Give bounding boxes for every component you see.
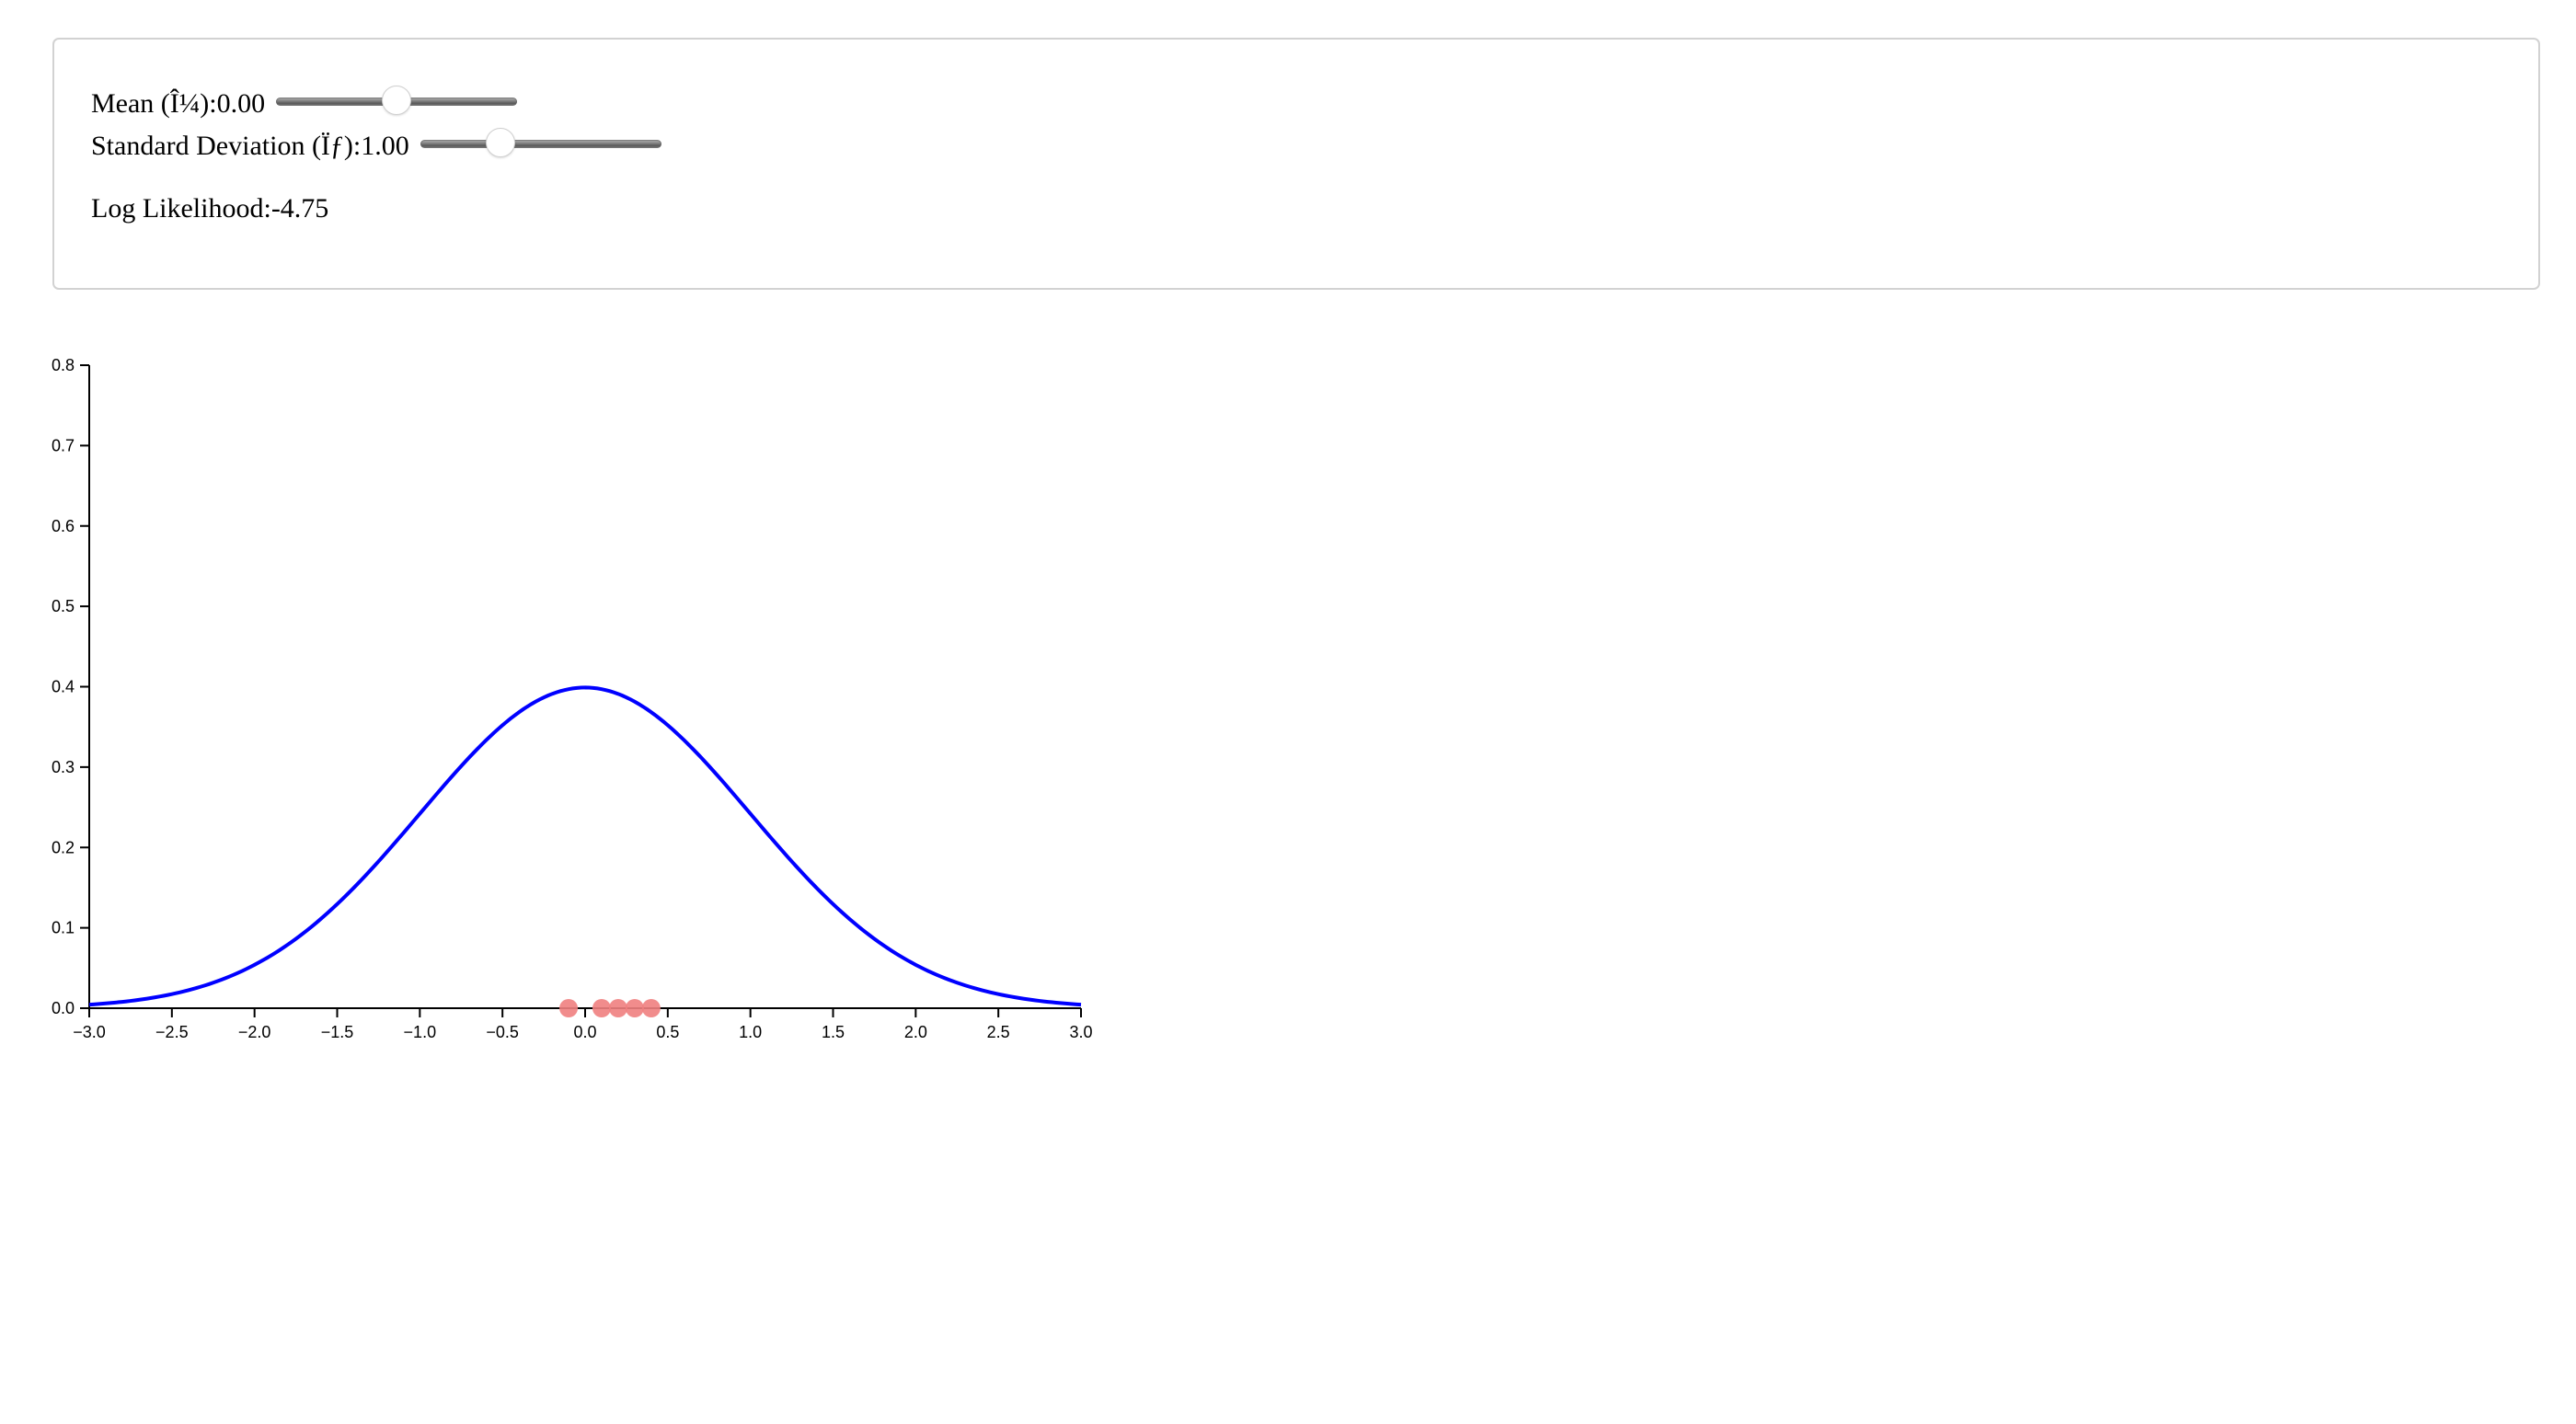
mean-slider[interactable] xyxy=(276,86,518,122)
sd-label: Standard Deviation (Ïƒ): xyxy=(91,131,362,161)
sd-slider[interactable] xyxy=(420,128,661,165)
x-tick-label: −3.0 xyxy=(73,1023,106,1041)
x-tick-label: 1.0 xyxy=(739,1023,762,1041)
x-tick-label: −1.5 xyxy=(321,1023,354,1041)
sd-value: 1.00 xyxy=(361,131,409,161)
mean-slider-thumb[interactable] xyxy=(382,86,412,115)
y-tick-label: 0.7 xyxy=(52,436,75,454)
x-tick-label: −2.5 xyxy=(155,1023,189,1041)
sd-control-row: Standard Deviation (Ïƒ): 1.00 xyxy=(91,128,661,165)
log-likelihood-row: Log Likelihood: -4.75 xyxy=(91,190,328,227)
x-tick-label: −0.5 xyxy=(486,1023,519,1041)
normal-distribution-chart: 0.0 0.1 0.2 0.3 0.4 0.5 0.6 0.7 0.8 −3.0 −2.5 −2.0 −… xyxy=(52,356,1093,1041)
chart-area: 0.0 0.1 0.2 0.3 0.4 0.5 0.6 0.7 0.8 −3.0 −2.5 −2.0 −… xyxy=(0,340,1141,1076)
y-tick-label: 0.3 xyxy=(52,758,75,776)
controls-panel: Mean (Î¼): 0.00 Standard Deviation (Ïƒ):… xyxy=(52,38,2540,290)
x-tick-label: −1.0 xyxy=(404,1023,437,1041)
mean-label: Mean (Î¼): xyxy=(91,88,217,119)
observation-point xyxy=(608,999,627,1017)
sd-slider-thumb[interactable] xyxy=(486,128,516,157)
observation-point xyxy=(559,999,579,1017)
x-tick-label: −2.0 xyxy=(238,1023,271,1041)
y-tick-label: 0.8 xyxy=(52,356,75,374)
y-tick-label: 0.6 xyxy=(52,517,75,535)
x-tick-label: 0.0 xyxy=(573,1023,596,1041)
mean-control-row: Mean (Î¼): 0.00 xyxy=(91,86,518,122)
observation-point xyxy=(641,999,661,1017)
y-tick-label: 0.4 xyxy=(52,678,75,696)
x-tick-label: 1.5 xyxy=(822,1023,845,1041)
y-tick-label: 0.2 xyxy=(52,838,75,856)
x-tick-label: 3.0 xyxy=(1069,1023,1092,1041)
log-likelihood-value: -4.75 xyxy=(270,193,329,224)
x-tick-label: 2.5 xyxy=(987,1023,1010,1041)
sd-slider-track[interactable] xyxy=(420,140,661,148)
observation-point xyxy=(592,999,611,1017)
y-tick-label: 0.5 xyxy=(52,597,75,615)
x-tick-label: 2.0 xyxy=(904,1023,927,1041)
density-curve xyxy=(88,685,1082,1007)
log-likelihood-label: Log Likelihood: xyxy=(91,193,271,224)
y-tick-label: 0.0 xyxy=(52,999,75,1017)
mean-value: 0.00 xyxy=(216,88,266,119)
x-tick-label: 0.5 xyxy=(656,1023,679,1041)
observation-point xyxy=(625,999,644,1017)
y-tick-label: 0.1 xyxy=(52,919,75,937)
